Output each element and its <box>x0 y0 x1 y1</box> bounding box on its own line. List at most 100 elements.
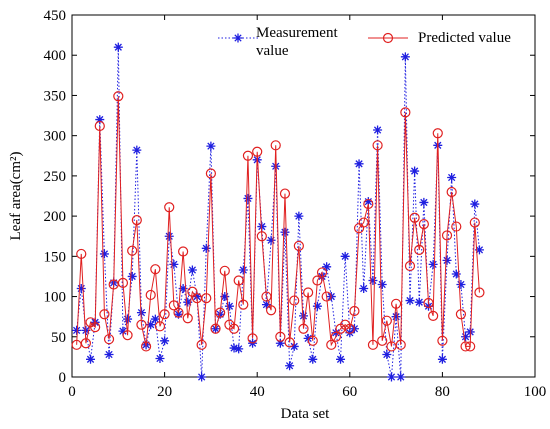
point-circle <box>178 246 189 257</box>
point-star <box>312 301 322 311</box>
point-circle <box>201 293 212 304</box>
point-circle <box>307 335 318 346</box>
point-star <box>419 197 429 207</box>
point-star <box>400 52 410 62</box>
point-circle <box>381 315 392 326</box>
point-circle <box>474 287 485 298</box>
point-circle <box>131 215 142 226</box>
point-star <box>104 349 114 359</box>
point-circle <box>326 339 337 350</box>
point-star <box>289 341 299 351</box>
point-star <box>308 354 318 364</box>
point-circle <box>303 287 314 298</box>
point-star <box>470 199 480 209</box>
point-circle <box>358 217 369 228</box>
point-star <box>414 297 424 307</box>
point-star <box>146 320 156 330</box>
point-star <box>410 166 420 176</box>
point-star <box>294 211 304 221</box>
point-star <box>368 275 378 285</box>
point-circle <box>228 323 240 334</box>
point-circle <box>298 323 309 334</box>
point-circle <box>349 305 360 317</box>
point-star <box>127 271 137 281</box>
point-circle <box>391 298 402 309</box>
series-line <box>76 47 480 378</box>
point-circle <box>279 188 291 199</box>
point-circle <box>173 307 184 318</box>
point-circle <box>428 310 439 321</box>
point-star <box>178 284 188 294</box>
y-tick-label: 150 <box>44 249 67 265</box>
point-circle <box>400 107 411 118</box>
point-star <box>123 314 133 324</box>
x-tick-label: 100 <box>524 384 547 400</box>
point-star <box>271 161 281 171</box>
point-star <box>377 279 387 289</box>
point-circle <box>99 309 110 320</box>
x-tick-label: 0 <box>68 384 76 400</box>
point-star <box>465 327 475 337</box>
point-star <box>150 314 160 324</box>
point-star <box>197 372 207 382</box>
point-circle <box>437 335 448 346</box>
point-star <box>474 245 484 255</box>
point-circle <box>159 309 170 320</box>
point-circle <box>423 297 434 309</box>
point-star <box>229 343 239 353</box>
point-circle <box>252 146 263 157</box>
y-tick-label: 350 <box>44 88 67 104</box>
point-circle <box>316 267 328 278</box>
point-star <box>243 193 253 203</box>
point-circle <box>205 168 216 179</box>
point-circle <box>219 265 230 276</box>
point-circle <box>289 295 300 306</box>
point-star <box>95 115 105 125</box>
point-star <box>424 301 434 311</box>
point-circle <box>261 291 272 302</box>
point-star <box>187 265 197 275</box>
point-star <box>382 349 392 359</box>
point-circle <box>432 128 443 139</box>
point-star <box>391 312 401 322</box>
point-circle <box>164 202 175 213</box>
point-star <box>285 361 295 371</box>
point-star <box>336 354 346 364</box>
point-star <box>261 300 271 310</box>
point-star <box>86 354 96 364</box>
legend-label: Predicted value <box>418 30 511 46</box>
point-circle <box>451 221 462 232</box>
y-axis-label: Leaf area(cm²) <box>8 151 24 240</box>
y-tick-label: 300 <box>44 129 67 145</box>
legend-star <box>233 33 243 43</box>
point-circle <box>265 305 277 316</box>
point-star <box>118 326 128 336</box>
point-circle <box>414 244 425 255</box>
point-star <box>437 354 447 364</box>
point-circle <box>409 212 420 223</box>
y-tick-label: 100 <box>44 290 67 306</box>
point-circle <box>136 319 147 330</box>
point-star <box>456 279 466 289</box>
point-star <box>72 325 82 335</box>
point-star <box>447 172 457 182</box>
point-star <box>266 235 276 245</box>
point-circle <box>247 333 258 344</box>
x-tick-label: 60 <box>342 384 357 400</box>
point-circle <box>275 331 286 342</box>
point-circle <box>90 322 101 333</box>
point-circle <box>196 339 207 350</box>
point-circle <box>372 140 383 151</box>
point-star <box>99 249 109 259</box>
point-circle <box>404 260 416 272</box>
point-star <box>405 296 415 306</box>
point-star <box>76 284 86 294</box>
point-circle <box>117 277 129 288</box>
point-star <box>340 251 350 261</box>
point-circle <box>312 275 323 286</box>
point-circle <box>284 337 295 348</box>
y-tick-label: 200 <box>44 209 67 225</box>
point-circle <box>122 330 133 341</box>
plot-frame <box>71 14 536 378</box>
